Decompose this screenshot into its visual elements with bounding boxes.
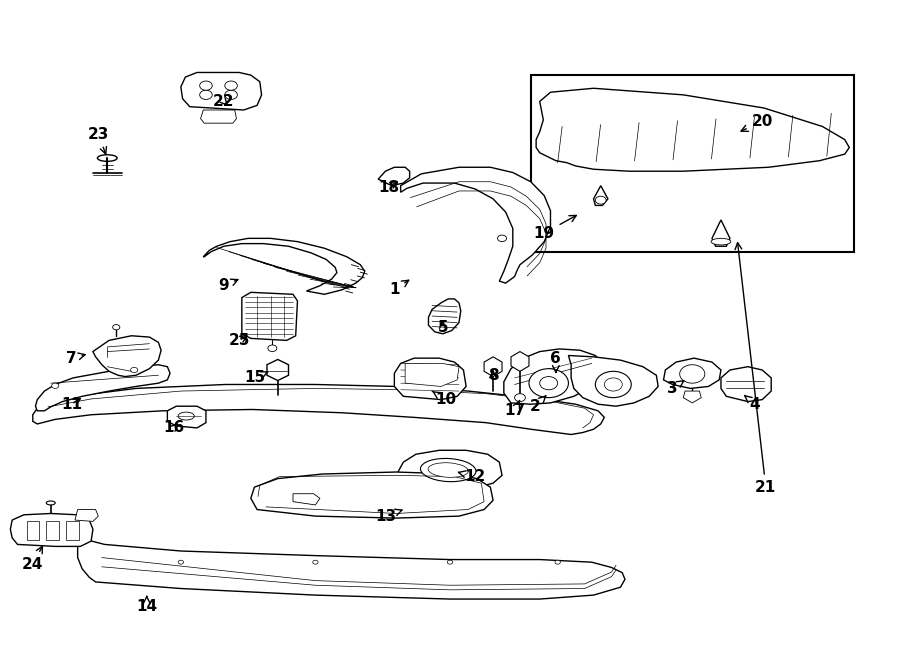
Circle shape (200, 81, 212, 91)
Text: 11: 11 (61, 397, 82, 412)
Text: 17: 17 (504, 401, 526, 418)
Polygon shape (35, 365, 170, 410)
Polygon shape (93, 336, 161, 377)
Text: 23: 23 (87, 127, 109, 154)
Polygon shape (721, 367, 771, 402)
Text: 15: 15 (244, 370, 268, 385)
Text: 4: 4 (744, 395, 760, 412)
Ellipse shape (46, 501, 55, 505)
Ellipse shape (428, 463, 468, 477)
Polygon shape (201, 110, 237, 123)
Text: 3: 3 (667, 381, 684, 396)
Ellipse shape (178, 412, 194, 420)
Polygon shape (405, 364, 459, 387)
Polygon shape (511, 352, 529, 371)
Text: 10: 10 (432, 391, 456, 407)
Circle shape (312, 561, 318, 564)
Text: 24: 24 (22, 546, 43, 572)
Polygon shape (398, 450, 502, 488)
Polygon shape (663, 358, 721, 389)
Polygon shape (203, 239, 364, 294)
Polygon shape (594, 186, 608, 206)
Circle shape (225, 81, 238, 91)
Ellipse shape (420, 459, 476, 482)
Bar (531, 75, 854, 252)
Polygon shape (394, 358, 466, 400)
Text: 8: 8 (488, 368, 499, 383)
Text: 1: 1 (389, 280, 409, 297)
Text: 18: 18 (378, 180, 400, 194)
Circle shape (680, 365, 705, 383)
Polygon shape (504, 349, 602, 405)
Circle shape (529, 369, 569, 398)
Circle shape (268, 345, 277, 352)
Polygon shape (251, 472, 493, 518)
Circle shape (225, 91, 238, 99)
Polygon shape (11, 514, 93, 547)
Text: 5: 5 (437, 320, 448, 334)
Polygon shape (400, 167, 551, 283)
Text: 20: 20 (741, 114, 773, 132)
Polygon shape (167, 407, 206, 428)
Polygon shape (75, 510, 98, 522)
Polygon shape (242, 292, 298, 340)
Ellipse shape (97, 155, 117, 161)
Text: 25: 25 (229, 333, 250, 348)
Circle shape (515, 394, 526, 402)
Text: 21: 21 (735, 243, 777, 494)
Polygon shape (712, 220, 730, 247)
Bar (46, 522, 58, 540)
Polygon shape (428, 299, 461, 334)
Polygon shape (569, 356, 658, 407)
Text: 12: 12 (458, 469, 486, 484)
Text: 6: 6 (551, 350, 562, 372)
Text: 7: 7 (66, 350, 86, 366)
Circle shape (540, 377, 558, 390)
Text: 9: 9 (219, 278, 238, 293)
Circle shape (596, 371, 631, 398)
Circle shape (447, 561, 453, 564)
Polygon shape (378, 167, 410, 186)
Circle shape (178, 561, 184, 564)
Text: 22: 22 (213, 94, 235, 109)
Text: 14: 14 (136, 596, 158, 615)
Polygon shape (32, 385, 604, 434)
Circle shape (604, 378, 622, 391)
Bar (26, 522, 39, 540)
Polygon shape (484, 357, 502, 377)
Polygon shape (536, 89, 850, 171)
Circle shape (498, 235, 507, 242)
Polygon shape (683, 391, 701, 403)
Circle shape (112, 325, 120, 330)
Circle shape (555, 561, 561, 564)
Text: 16: 16 (163, 420, 184, 436)
Circle shape (130, 368, 138, 373)
Text: 19: 19 (534, 215, 576, 241)
Polygon shape (267, 360, 289, 381)
Polygon shape (181, 73, 262, 110)
Circle shape (200, 91, 212, 99)
Circle shape (51, 383, 59, 389)
Bar (66, 522, 78, 540)
Polygon shape (293, 494, 320, 505)
Circle shape (596, 196, 606, 204)
Ellipse shape (711, 239, 731, 245)
Text: 2: 2 (530, 396, 545, 414)
Text: 13: 13 (374, 508, 402, 524)
Polygon shape (77, 540, 625, 599)
